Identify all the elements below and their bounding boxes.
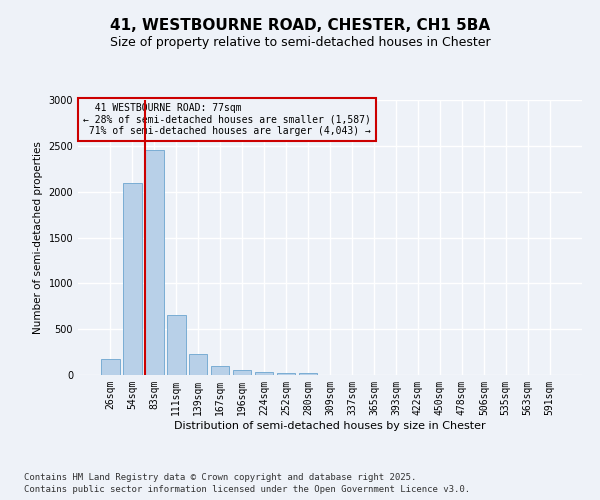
Bar [277, 373, 295, 375]
Bar [145, 150, 164, 375]
Bar [255, 372, 274, 375]
Text: 41, WESTBOURNE ROAD, CHESTER, CH1 5BA: 41, WESTBOURNE ROAD, CHESTER, CH1 5BA [110, 18, 490, 32]
Bar [167, 316, 185, 375]
Text: Contains public sector information licensed under the Open Government Licence v3: Contains public sector information licen… [24, 485, 470, 494]
Bar [233, 370, 251, 375]
Bar [299, 373, 317, 375]
Text: Contains HM Land Registry data © Crown copyright and database right 2025.: Contains HM Land Registry data © Crown c… [24, 472, 416, 482]
Bar [189, 354, 208, 375]
Text: 41 WESTBOURNE ROAD: 77sqm
← 28% of semi-detached houses are smaller (1,587)
 71%: 41 WESTBOURNE ROAD: 77sqm ← 28% of semi-… [83, 103, 371, 136]
X-axis label: Distribution of semi-detached houses by size in Chester: Distribution of semi-detached houses by … [174, 420, 486, 430]
Text: Size of property relative to semi-detached houses in Chester: Size of property relative to semi-detach… [110, 36, 490, 49]
Bar [123, 182, 142, 375]
Bar [211, 366, 229, 375]
Y-axis label: Number of semi-detached properties: Number of semi-detached properties [33, 141, 43, 334]
Bar [101, 360, 119, 375]
